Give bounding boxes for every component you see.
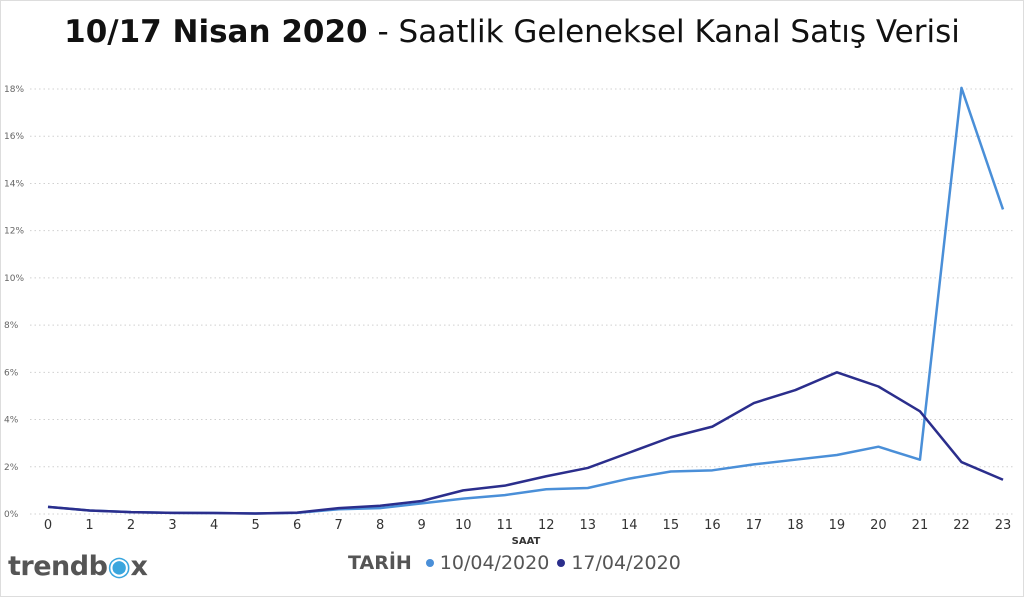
y-tick-label: 6% [4,368,19,378]
y-tick-label: 10% [4,274,24,284]
x-tick-label: 15 [663,518,680,533]
x-tick-label: 18 [787,518,804,533]
y-tick-label: 8% [4,321,19,331]
title-rest: - Saatlik Geleneksel Kanal Satış Verisi [367,14,960,50]
y-tick-label: 18% [4,85,24,95]
x-tick-label: 5 [251,518,259,533]
legend-title: TARİH [348,552,412,574]
title-bold: 10/17 Nisan 2020 [64,14,368,50]
y-tick-label: 4% [4,416,19,426]
x-tick-label: 14 [621,518,638,533]
x-tick-label: 16 [704,518,721,533]
x-tick-label: 10 [455,518,472,533]
x-tick-label: 6 [293,518,301,533]
x-axis-label: SAAT [512,536,541,547]
x-tick-label: 11 [496,518,513,533]
series-line-10-04-2020 [47,86,1005,515]
series-line-17-04-2020 [47,371,1004,515]
legend: TARİH 10/04/2020 17/04/2020 [348,552,681,574]
legend-marker-17-04 [557,559,566,567]
y-tick-label: 12% [4,227,24,237]
y-tick-label: 2% [4,463,19,473]
y-tick-label: 16% [4,132,24,142]
x-tick-label: 20 [870,518,887,533]
y-tick-label: 0% [4,510,19,520]
legend-item-17-04[interactable]: 17/04/2020 [571,552,681,574]
chart-title: 10/17 Nisan 2020 - Saatlik Geleneksel Ka… [0,14,1024,50]
y-tick-label: 14% [4,179,24,189]
x-tick-label: 12 [538,518,555,533]
x-tick-label: 0 [44,518,52,533]
legend-item-10-04[interactable]: 10/04/2020 [439,552,550,574]
x-tick-label: 3 [168,518,176,533]
x-tick-label: 21 [912,518,929,533]
x-tick-label: 8 [376,518,384,533]
x-tick-label: 17 [746,518,763,533]
x-tick-label: 13 [580,518,597,533]
x-tick-label: 4 [210,518,218,533]
x-tick-label: 9 [418,518,426,533]
x-tick-label: 1 [85,518,93,533]
x-tick-label: 2 [127,518,135,533]
x-tick-label: 19 [829,518,846,533]
trendbox-logo: trendb◉x [8,551,148,582]
x-tick-label: 23 [995,518,1012,533]
legend-marker-10-04 [425,559,434,567]
x-tick-label: 22 [953,518,970,533]
x-tick-label: 7 [335,518,343,533]
